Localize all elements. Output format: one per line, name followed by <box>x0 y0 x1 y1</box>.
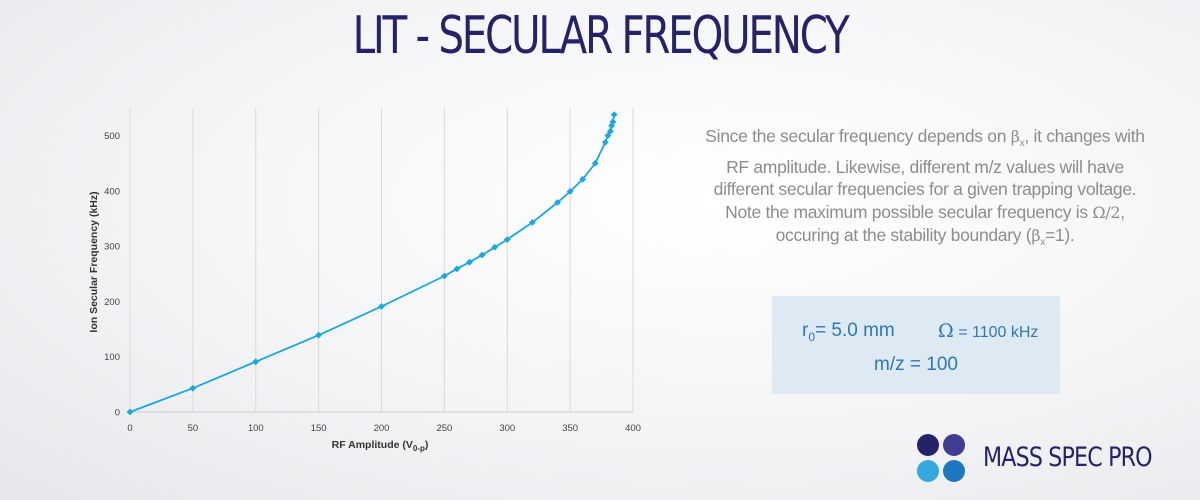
y-axis-label: Ion Secular Frequency (kHz) <box>88 191 100 332</box>
x-tick-label: 250 <box>436 423 452 434</box>
data-point <box>315 331 323 339</box>
data-point <box>126 408 134 416</box>
data-point <box>440 272 448 280</box>
series-line <box>129 114 615 413</box>
data-point <box>478 251 486 259</box>
logo-dot-icon <box>943 460 965 482</box>
x-tick-label: 300 <box>499 423 515 434</box>
data-point <box>610 111 618 119</box>
x-axis-ticks: 0 50 100 150 200 250 300 350 400 <box>127 423 641 434</box>
data-point <box>466 258 473 266</box>
data-point <box>503 236 511 243</box>
y-tick-label: 100 <box>104 352 120 363</box>
data-point <box>591 159 599 167</box>
omega-parameter: Ω = 1100 kHz <box>938 320 1039 342</box>
logo-text: MASS SPEC PRO <box>983 442 1153 473</box>
y-tick-label: 300 <box>104 242 120 253</box>
y-tick-label: 400 <box>104 186 120 197</box>
y-axis-ticks: 0 100 200 300 400 500 <box>104 131 120 418</box>
x-tick-label: 200 <box>374 423 390 434</box>
description-text: Since the secular frequency depends on β… <box>705 126 1145 248</box>
mz-parameter: m/z = 100 <box>874 354 958 375</box>
data-point <box>554 199 561 206</box>
data-point <box>606 127 614 135</box>
data-point <box>491 243 499 251</box>
y-tick-label: 500 <box>104 131 120 142</box>
r0-parameter: r0= 5.0 mm <box>802 320 895 344</box>
x-tick-label: 100 <box>248 423 264 434</box>
x-tick-label: 0 <box>127 423 132 434</box>
data-point <box>604 132 612 140</box>
omega-half: Ω/2 <box>1092 202 1121 222</box>
x-axis-label: RF Amplitude (V0-p) <box>332 439 429 453</box>
data-point <box>453 265 461 273</box>
data-point <box>529 219 536 226</box>
logo-dot-icon <box>917 460 939 482</box>
y-tick-label: 200 <box>104 297 120 308</box>
x-tick-label: 50 <box>188 423 199 434</box>
parameter-box: r0= 5.0 mm Ω = 1100 kHz m/z = 100 <box>772 296 1060 394</box>
x-axis-label-sub: 0-p <box>413 444 425 453</box>
data-point <box>579 175 587 183</box>
data-point <box>601 138 609 146</box>
logo-dot-icon <box>917 434 939 456</box>
logo-dot-icon <box>943 434 965 456</box>
slide-title: LIT - SECULAR FREQUENCY <box>352 6 850 66</box>
x-tick-label: 150 <box>311 423 327 434</box>
series-points <box>126 111 618 416</box>
mass-spec-pro-logo: MASS SPEC PRO <box>915 432 1185 487</box>
x-tick-label: 350 <box>562 423 578 434</box>
y-tick-label: 0 <box>115 408 120 419</box>
beta-symbol: β <box>1010 127 1020 146</box>
data-point <box>252 358 260 366</box>
data-point <box>189 384 197 392</box>
data-point <box>609 118 617 126</box>
data-point <box>566 188 574 195</box>
chart-grid <box>129 108 634 413</box>
x-axis-label-end: ) <box>425 439 429 451</box>
data-point <box>378 303 385 310</box>
x-tick-label: 400 <box>625 423 641 434</box>
